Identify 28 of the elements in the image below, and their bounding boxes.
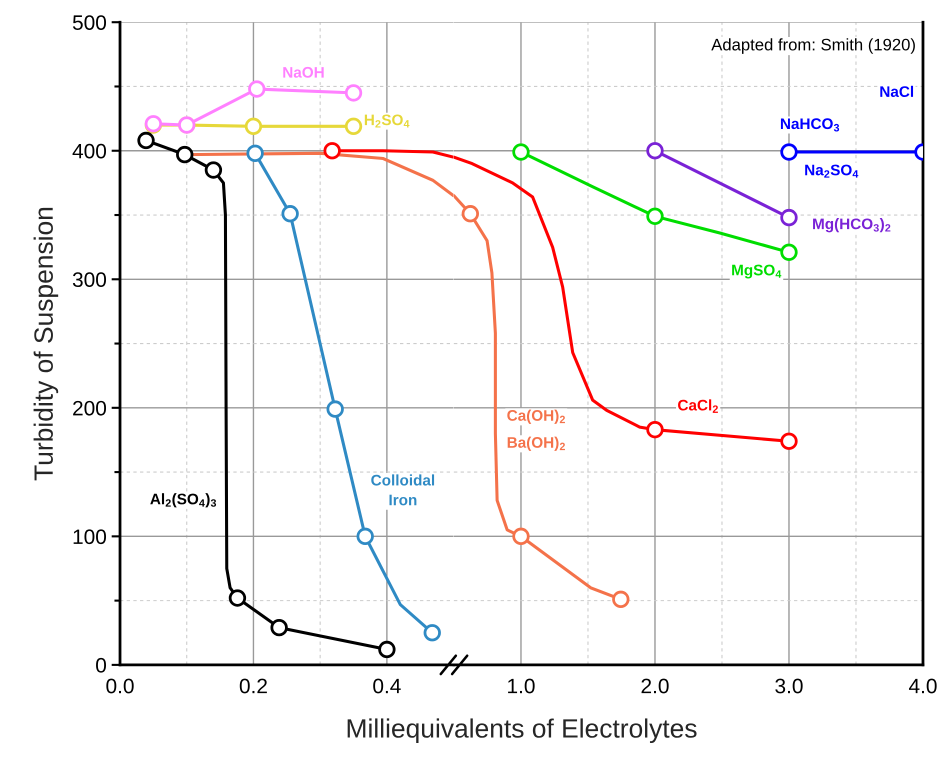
y-tick-label: 500 (72, 15, 106, 30)
y-axis-title: Turbidity of Suspension (34, 208, 58, 480)
annotation: NaHCO$_{3}$ (780, 118, 840, 132)
x-tick-label: 0.2 (240, 678, 267, 694)
x-axis-title: Milliequivalents of Electrolytes (348, 718, 697, 744)
annotation: H$_{2}$SO$_{4}$ (364, 114, 410, 128)
y-tick-label: 0 (96, 658, 106, 673)
x-tick-label: 4.0 (908, 678, 937, 694)
annotation: Ba(OH)$_{2}$ (508, 436, 565, 451)
annotation: MgSO$_{4}$ (732, 264, 782, 279)
annotation: Adapted from: Smith (1920) (711, 38, 915, 54)
annotation: Mg(HCO$_{3}$)$_{2}$ (813, 218, 890, 232)
annotation: Ca(OH)$_{2}$ (507, 410, 565, 424)
y-tick-label: 200 (73, 400, 106, 416)
y-tick-label: 300 (72, 272, 106, 288)
annotation: CaCl$_{2}$ (678, 399, 718, 413)
annotation: Colloidal Iron (371, 474, 434, 506)
annotation: NaOH (283, 66, 324, 78)
x-tick-label: 3.0 (775, 678, 803, 694)
x-tick-label: 1.0 (508, 678, 535, 694)
y-tick-label: 100 (74, 529, 106, 544)
y-tick-label: 400 (72, 144, 106, 159)
annotation: Al$_{2}$(SO$_{4}$)$_{3}$ (150, 493, 216, 508)
annotation: NaCl (880, 86, 914, 98)
annotation: Na$_{2}$SO$_{4}$ (805, 164, 858, 178)
x-tick-label: 0.0 (106, 678, 134, 694)
x-tick-label: 0.4 (373, 678, 401, 694)
x-tick-label: 2.0 (642, 678, 669, 694)
